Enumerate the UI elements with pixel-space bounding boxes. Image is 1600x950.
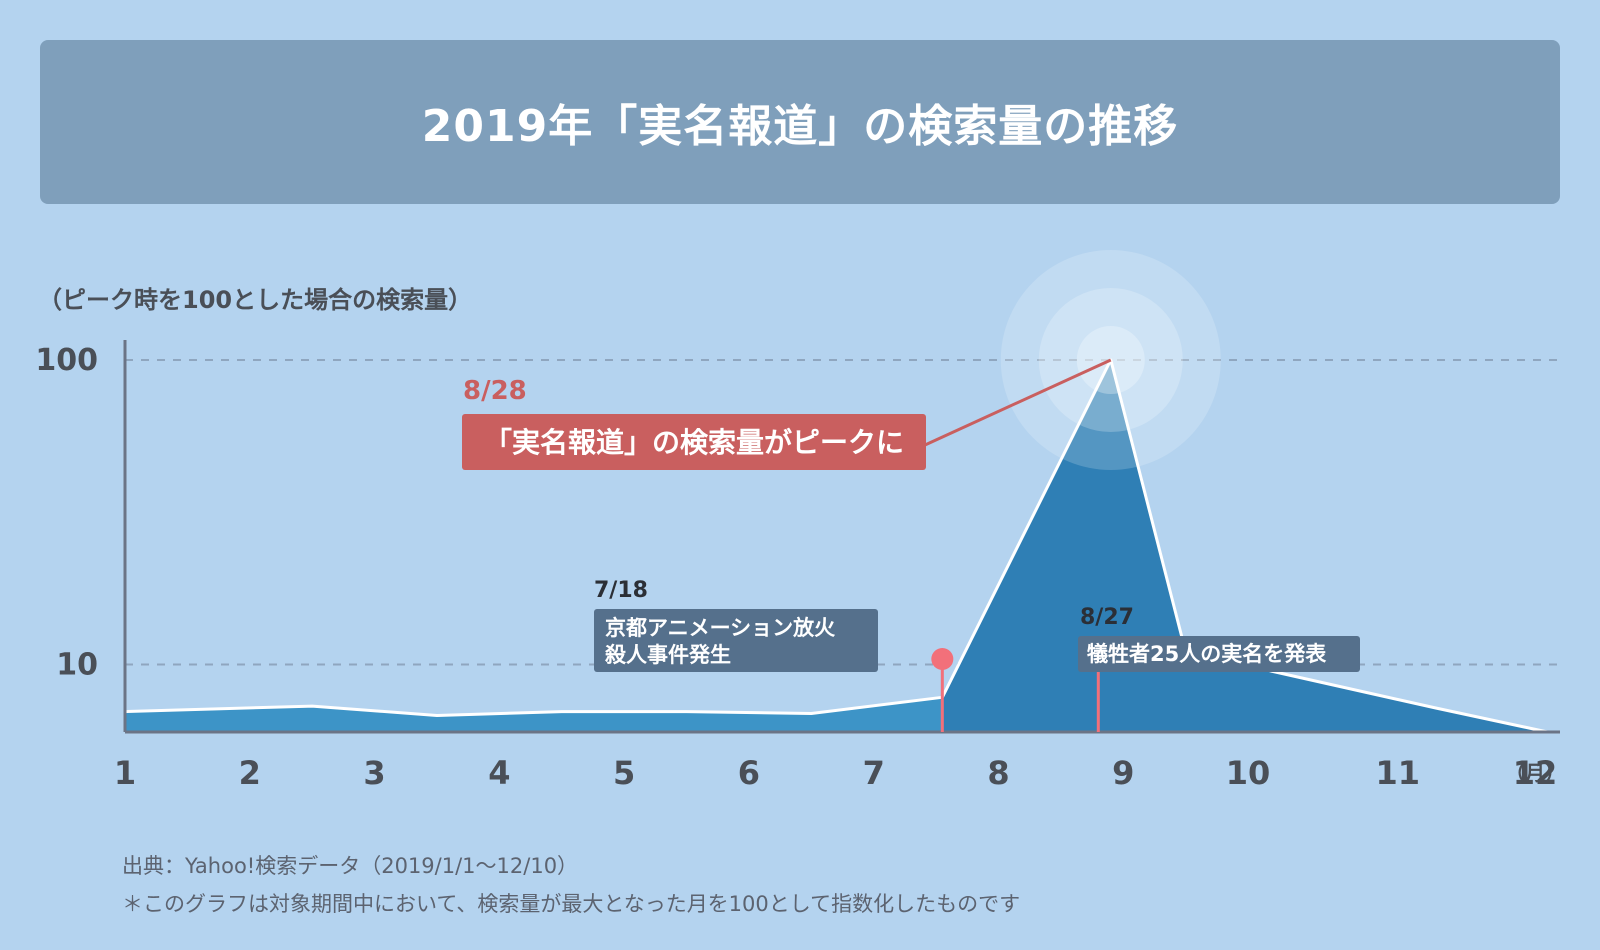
x-tick-label-9: 9 — [1112, 754, 1134, 792]
y-tick-label-100: 100 — [35, 343, 98, 378]
title-bar: 2019年「実名報道」の検索量の推移 — [40, 40, 1560, 204]
x-tick-label-7: 7 — [863, 754, 885, 792]
names-label-box — [1078, 636, 1360, 672]
x-tick-label-10: 10 — [1226, 754, 1271, 792]
event-pin-head-kyoani — [931, 648, 954, 670]
x-tick-label-12: 12 — [1513, 754, 1558, 792]
peak-label-text: 「実名報道」の検索量がピークに — [484, 426, 904, 459]
x-tick-label-6: 6 — [738, 754, 760, 792]
names-label-text: 犠牲者25人の実名を発表 — [1087, 642, 1327, 666]
index-note: ＊このグラフは対象期間中において、検索量が最大となった月を100として指数化した… — [122, 892, 1021, 916]
x-tick-label-4: 4 — [488, 754, 510, 792]
peak-label-box — [462, 414, 926, 470]
x-tick-label-5: 5 — [613, 754, 635, 792]
kyoani-date: 7/18 — [594, 578, 648, 603]
x-tick-label-2: 2 — [239, 754, 261, 792]
area-before-event — [125, 697, 943, 732]
peak-date: 8/28 — [463, 376, 527, 406]
x-tick-label-8: 8 — [987, 754, 1009, 792]
kyoani-label-line-1: 京都アニメーション放火 — [605, 616, 835, 640]
page-title: 2019年「実名報道」の検索量の推移 — [421, 101, 1179, 152]
source-note: 出典：Yahoo!検索データ（2019/1/1〜12/10） — [122, 854, 579, 878]
y-tick-label-10: 10 — [56, 647, 98, 682]
y-axis-note: （ピーク時を100とした場合の検索量） — [38, 286, 473, 314]
x-unit-label: （月） — [1505, 761, 1565, 785]
kyoani-label-line-2: 殺人事件発生 — [604, 643, 731, 667]
x-tick-label-1: 1 — [114, 754, 136, 792]
peak-callout-line — [924, 358, 1112, 447]
x-tick-label-3: 3 — [363, 754, 385, 792]
x-tick-label-11: 11 — [1376, 754, 1421, 792]
names-date: 8/27 — [1080, 605, 1134, 630]
kyoani-label-box — [594, 609, 878, 672]
